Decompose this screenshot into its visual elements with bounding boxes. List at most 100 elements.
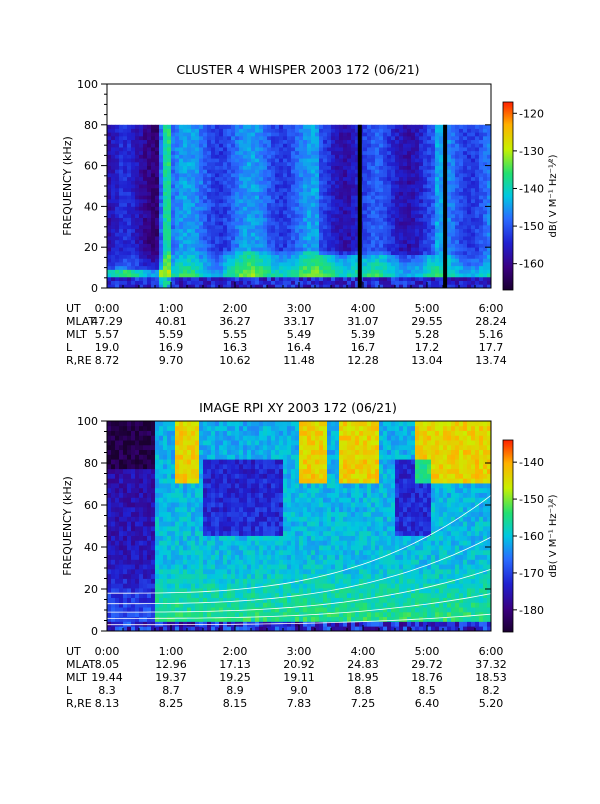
ephemeris-row-label: MLT xyxy=(66,671,87,684)
ephemeris-value: 19.37 xyxy=(155,671,187,684)
ephemeris-value: 2:00 xyxy=(223,302,248,315)
ephemeris-value: 18.76 xyxy=(411,671,443,684)
ephemeris-value: 8.13 xyxy=(95,697,120,710)
ephemeris-row-label: L xyxy=(66,684,73,697)
ephemeris-value: 12.28 xyxy=(347,354,379,367)
ephemeris-value: 8.25 xyxy=(159,697,184,710)
ephemeris-value: 8.3 xyxy=(98,684,116,697)
colorbar-tick-label: -150 xyxy=(519,220,544,233)
y-tick-label: 100 xyxy=(77,415,98,428)
ephemeris-value: 6.40 xyxy=(415,697,440,710)
ephemeris-row-label: MLT xyxy=(66,328,87,341)
ephemeris-value: 8.9 xyxy=(226,684,244,697)
colorbar-tick-label: -130 xyxy=(519,145,544,158)
ephemeris-value: 5.55 xyxy=(223,328,248,341)
ephemeris-value: 2:00 xyxy=(223,645,248,658)
ephemeris-value: 11.48 xyxy=(283,354,315,367)
ephemeris-value: 29.72 xyxy=(411,658,443,671)
colorbar-tick-label: -160 xyxy=(519,530,544,543)
ephemeris-value: 10.62 xyxy=(219,354,251,367)
ephemeris-value: 4:00 xyxy=(351,645,376,658)
ephemeris-value: 13.04 xyxy=(411,354,443,367)
ephemeris-value: 5:00 xyxy=(415,645,440,658)
ephemeris-row-label: MLAT xyxy=(66,658,96,671)
ephemeris-value: 37.32 xyxy=(475,658,507,671)
ephemeris-value: 0:00 xyxy=(95,645,120,658)
colorbar-scale xyxy=(503,440,513,632)
colorbar-tick-label: -150 xyxy=(519,493,544,506)
colorbar-label: dB( V M⁻¹ Hz⁻¹⁄²) xyxy=(548,154,559,237)
colorbar-tick-label: -120 xyxy=(519,107,544,120)
ephemeris-value: 7.25 xyxy=(351,697,376,710)
ephemeris-value: 18.95 xyxy=(347,671,379,684)
ephemeris-value: 20.92 xyxy=(283,658,315,671)
ephemeris-value: 13.74 xyxy=(475,354,507,367)
ephemeris-value: 17.7 xyxy=(479,341,504,354)
colorbar-scale xyxy=(503,102,513,290)
y-axis-label: FREQUENCY (kHz) xyxy=(61,136,74,236)
ephemeris-value: 19.44 xyxy=(91,671,123,684)
y-tick-label: 20 xyxy=(84,241,98,254)
ephemeris-value: 3:00 xyxy=(287,302,312,315)
ephemeris-value: 16.9 xyxy=(159,341,184,354)
ephemeris-value: 16.4 xyxy=(287,341,312,354)
y-tick-label: 40 xyxy=(84,541,98,554)
colorbar: -120 -130 -140 -150 -160 xyxy=(503,102,544,290)
spectrogram xyxy=(107,421,491,631)
data-gap-bar xyxy=(443,125,447,288)
colorbar-tick-label: -180 xyxy=(519,604,544,617)
y-tick-label: 80 xyxy=(84,119,98,132)
chart-title: IMAGE RPI XY 2003 172 (06/21) xyxy=(199,400,397,415)
ephemeris-row-label: R,RE xyxy=(66,354,92,367)
ephemeris-value: 8.8 xyxy=(354,684,372,697)
ephemeris-value: 19.0 xyxy=(95,341,120,354)
ephemeris-value: 5.16 xyxy=(479,328,504,341)
ephemeris-value: 7.83 xyxy=(287,697,312,710)
ephemeris-value: 47.29 xyxy=(91,315,123,328)
ephemeris-value: 18.53 xyxy=(475,671,507,684)
y-tick-label: 40 xyxy=(84,200,98,213)
ephemeris-value: 4:00 xyxy=(351,302,376,315)
ephemeris-value: 3:00 xyxy=(287,645,312,658)
colorbar: -140 -150 -160 -170 -180 xyxy=(503,440,544,632)
ephemeris-value: 8.72 xyxy=(95,354,120,367)
ephemeris-value: 36.27 xyxy=(219,315,251,328)
colorbar-tick-label: -170 xyxy=(519,567,544,580)
colorbar-tick-label: -140 xyxy=(519,456,544,469)
ephemeris-value: 17.13 xyxy=(219,658,251,671)
ephemeris-value: 5:00 xyxy=(415,302,440,315)
ephemeris-value: 5.28 xyxy=(415,328,440,341)
ephemeris-value: 0:00 xyxy=(95,302,120,315)
ephemeris-value: 6:00 xyxy=(479,302,504,315)
ephemeris-row-label: UT xyxy=(66,645,81,658)
ephemeris-value: 28.24 xyxy=(475,315,507,328)
ephemeris-value: 40.81 xyxy=(155,315,187,328)
data-gap-bar xyxy=(358,125,362,288)
panel-image: IMAGE RPI XY 2003 172 (06/21) 0204060801… xyxy=(61,400,559,710)
ephemeris-value: 1:00 xyxy=(159,302,184,315)
ephemeris-value: 5.20 xyxy=(479,697,504,710)
y-tick-label: 100 xyxy=(77,78,98,91)
colorbar-tick-label: -160 xyxy=(519,258,544,271)
ephemeris-row-label: L xyxy=(66,341,73,354)
y-axis-label: FREQUENCY (kHz) xyxy=(61,476,74,576)
ephemeris-value: 5.59 xyxy=(159,328,184,341)
ephemeris-value: 16.3 xyxy=(223,341,248,354)
ephemeris-value: 5.49 xyxy=(287,328,312,341)
ephemeris-value: 8.05 xyxy=(95,658,120,671)
colorbar-tick-label: -140 xyxy=(519,182,544,195)
ephemeris-value: 9.70 xyxy=(159,354,184,367)
ephemeris-value: 31.07 xyxy=(347,315,379,328)
ephemeris-value: 24.83 xyxy=(347,658,379,671)
panel-cluster: CLUSTER 4 WHISPER 2003 172 (06/21) 02040… xyxy=(61,62,559,367)
ephemeris-row-label: UT xyxy=(66,302,81,315)
ephemeris-value: 19.11 xyxy=(283,671,315,684)
ephemeris-value: 12.96 xyxy=(155,658,187,671)
y-tick-label: 60 xyxy=(84,499,98,512)
y-tick-label: 20 xyxy=(84,583,98,596)
ephemeris-value: 29.55 xyxy=(411,315,443,328)
ephemeris-value: 1:00 xyxy=(159,645,184,658)
